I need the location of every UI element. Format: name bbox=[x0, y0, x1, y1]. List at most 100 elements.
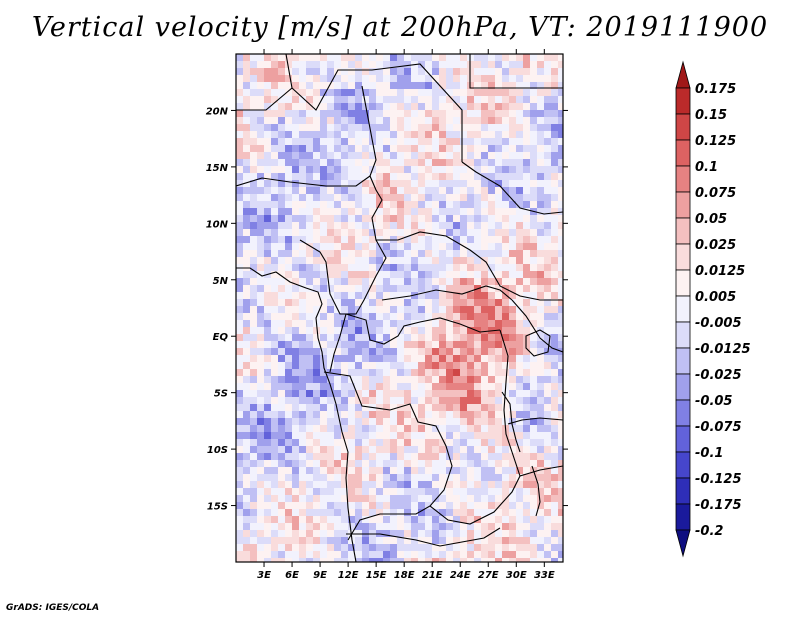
field-cell bbox=[299, 271, 307, 279]
field-cell bbox=[530, 236, 538, 244]
field-cell bbox=[418, 222, 426, 230]
field-cell bbox=[432, 243, 440, 251]
colorbar-label: -0.05 bbox=[695, 394, 732, 409]
field-cell bbox=[327, 68, 335, 76]
field-cell bbox=[243, 75, 251, 83]
field-cell bbox=[320, 243, 328, 251]
border-drc-north bbox=[345, 313, 501, 345]
field-cell bbox=[404, 264, 412, 272]
field-cell bbox=[390, 397, 398, 405]
field-cell bbox=[348, 334, 356, 342]
field-cell bbox=[285, 117, 293, 125]
field-cell bbox=[404, 152, 412, 160]
field-cell bbox=[488, 236, 496, 244]
field-cell bbox=[432, 124, 440, 132]
lat-tick-label: 5S bbox=[214, 389, 228, 400]
field-cell bbox=[474, 355, 482, 363]
field-cell bbox=[327, 222, 335, 230]
field-cell bbox=[432, 194, 440, 202]
field-cell bbox=[397, 299, 405, 307]
field-cell bbox=[320, 68, 328, 76]
field-cell bbox=[411, 551, 419, 559]
field-cell bbox=[418, 89, 426, 97]
field-cell bbox=[376, 222, 384, 230]
field-cell bbox=[271, 138, 279, 146]
field-cell bbox=[404, 376, 412, 384]
field-cell bbox=[306, 467, 314, 475]
field-cell bbox=[439, 278, 447, 286]
field-cell bbox=[278, 327, 286, 335]
field-cell bbox=[313, 54, 321, 62]
field-cell bbox=[530, 131, 538, 139]
field-cell bbox=[453, 544, 461, 552]
field-cell bbox=[355, 243, 363, 251]
field-cell bbox=[292, 250, 300, 258]
field-cell bbox=[355, 397, 363, 405]
field-cell bbox=[439, 411, 447, 419]
field-cell bbox=[460, 439, 468, 447]
lat-tick-label: 10S bbox=[207, 445, 228, 456]
field-cell bbox=[320, 467, 328, 475]
field-cell bbox=[404, 446, 412, 454]
field-cell bbox=[292, 341, 300, 349]
field-cell bbox=[243, 425, 251, 433]
field-cell bbox=[278, 131, 286, 139]
field-cell bbox=[509, 166, 517, 174]
field-cell bbox=[432, 397, 440, 405]
field-cell bbox=[313, 68, 321, 76]
field-cell bbox=[404, 362, 412, 370]
field-cell bbox=[411, 54, 419, 62]
field-cell bbox=[502, 481, 510, 489]
field-cell bbox=[285, 229, 293, 237]
field-cell bbox=[481, 236, 489, 244]
field-cell bbox=[362, 327, 370, 335]
field-cell bbox=[299, 523, 307, 531]
field-cell bbox=[376, 159, 384, 167]
field-cell bbox=[502, 446, 510, 454]
field-cell bbox=[397, 285, 405, 293]
field-cell bbox=[481, 516, 489, 524]
field-cell bbox=[537, 54, 545, 62]
field-cell bbox=[397, 551, 405, 559]
field-cell bbox=[397, 474, 405, 482]
colorbar-label: -0.005 bbox=[695, 316, 742, 331]
field-cell bbox=[278, 264, 286, 272]
field-cell bbox=[432, 299, 440, 307]
field-cell bbox=[432, 516, 440, 524]
field-cell bbox=[488, 131, 496, 139]
field-cell bbox=[495, 313, 503, 321]
field-cell bbox=[264, 523, 272, 531]
field-cell bbox=[278, 537, 286, 545]
field-cell bbox=[362, 187, 370, 195]
field-cell bbox=[390, 530, 398, 538]
field-cell bbox=[383, 152, 391, 160]
field-cell bbox=[264, 278, 272, 286]
field-cell bbox=[390, 166, 398, 174]
field-cell bbox=[516, 222, 524, 230]
field-cell bbox=[453, 327, 461, 335]
field-cell bbox=[348, 327, 356, 335]
field-cell bbox=[453, 96, 461, 104]
field-cell bbox=[404, 537, 412, 545]
field-cell bbox=[320, 327, 328, 335]
field-cell bbox=[439, 117, 447, 125]
field-cell bbox=[439, 285, 447, 293]
field-cell bbox=[446, 194, 454, 202]
field-cell bbox=[236, 208, 244, 216]
border-sudan-east bbox=[461, 161, 563, 215]
field-cell bbox=[481, 124, 489, 132]
field-cell bbox=[264, 306, 272, 314]
field-cell bbox=[551, 299, 559, 307]
field-cell bbox=[481, 341, 489, 349]
field-cell bbox=[397, 159, 405, 167]
colorbar-swatch bbox=[675, 503, 691, 531]
field-cell bbox=[467, 376, 475, 384]
field-cell bbox=[285, 446, 293, 454]
field-cell bbox=[397, 138, 405, 146]
field-cell bbox=[495, 285, 503, 293]
field-cell bbox=[348, 320, 356, 328]
field-cell bbox=[446, 488, 454, 496]
field-cell bbox=[264, 250, 272, 258]
lon-tick-label: 21E bbox=[422, 570, 443, 581]
